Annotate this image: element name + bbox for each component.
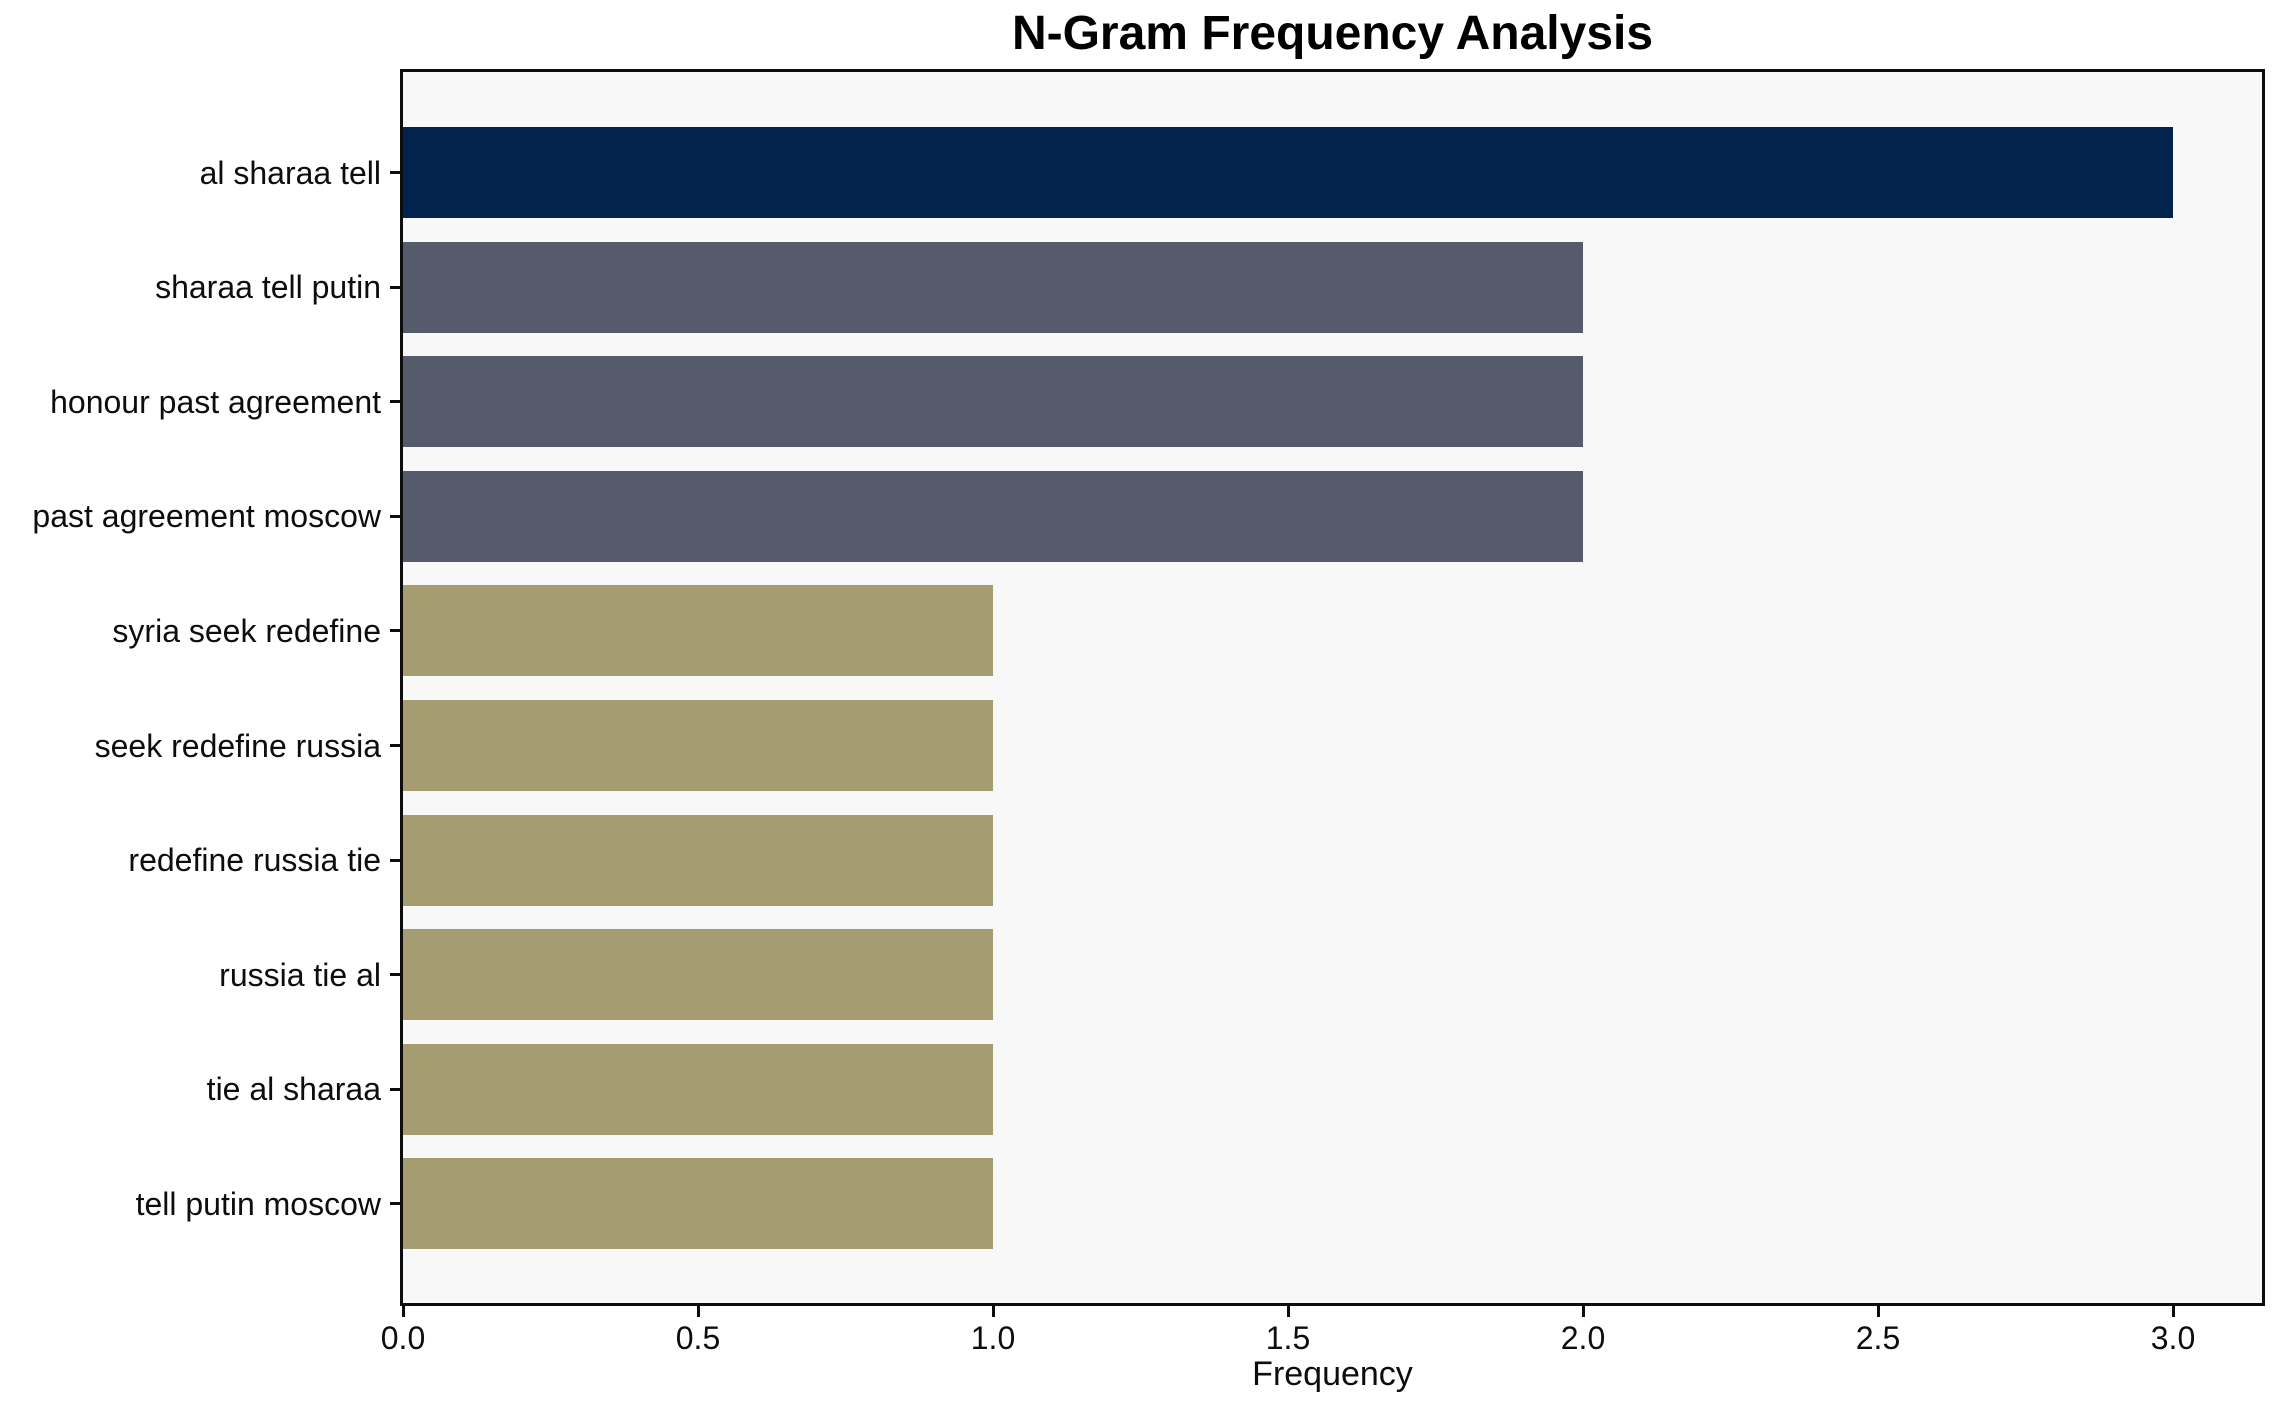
chart-title: N-Gram Frequency Analysis <box>1011 7 1654 60</box>
y-tick-label: redefine russia tie <box>128 842 381 879</box>
x-tick-label: 1.5 <box>1265 1320 1311 1356</box>
x-tick-label: 2.0 <box>1560 1320 1606 1356</box>
bar <box>403 241 1583 333</box>
x-tick-mark <box>1286 1306 1290 1317</box>
y-tick-mark <box>390 744 401 747</box>
bar <box>403 127 2173 218</box>
y-tick-mark <box>390 858 401 862</box>
x-tick-mark <box>1581 1306 1585 1317</box>
bar <box>403 814 993 906</box>
x-tick-label: 0.5 <box>675 1320 721 1356</box>
y-tick-label: syria seek redefine <box>112 612 381 649</box>
x-tick-label: 3.0 <box>2150 1320 2196 1356</box>
y-tick-label: al sharaa tell <box>199 154 381 191</box>
x-tick-mark <box>2171 1306 2175 1317</box>
x-tick-mark <box>696 1306 700 1317</box>
bar <box>403 585 993 677</box>
bar <box>403 356 1583 448</box>
y-tick-label: tie al sharaa <box>206 1071 381 1108</box>
y-tick-mark <box>390 285 401 289</box>
y-tick-mark <box>390 171 401 174</box>
y-tick-mark <box>390 514 401 518</box>
bar <box>403 700 993 791</box>
x-tick-label: 1.0 <box>970 1320 1016 1356</box>
y-tick-label: tell putin moscow <box>135 1185 381 1222</box>
bar <box>403 470 1583 562</box>
y-tick-mark <box>390 1202 401 1206</box>
y-tick-label: seek redefine russia <box>94 727 381 764</box>
x-tick-mark <box>1876 1306 1880 1317</box>
x-tick-label: 0.0 <box>380 1320 426 1356</box>
y-tick-mark <box>390 973 401 977</box>
bar <box>403 1158 993 1250</box>
y-tick-mark <box>390 1087 401 1091</box>
y-tick-mark <box>390 400 401 404</box>
x-tick-mark <box>401 1306 405 1317</box>
bar <box>403 929 993 1021</box>
y-tick-label: russia tie al <box>219 956 381 993</box>
bar <box>403 1043 993 1135</box>
x-tick-mark <box>991 1306 995 1317</box>
x-tick-label: 2.5 <box>1855 1320 1901 1356</box>
y-tick-label: sharaa tell putin <box>155 269 381 306</box>
y-tick-label: past agreement moscow <box>32 498 381 535</box>
plot-area <box>400 69 2265 1306</box>
x-axis-title: Frequency <box>1252 1355 1413 1393</box>
y-tick-label: honour past agreement <box>50 383 381 420</box>
y-tick-mark <box>390 629 401 633</box>
